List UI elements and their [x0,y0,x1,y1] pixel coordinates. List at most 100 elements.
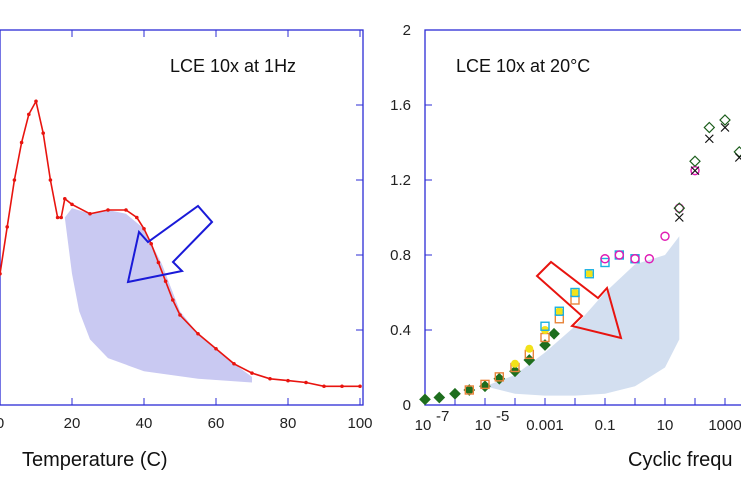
right-data-point [555,307,564,316]
right-data-point [660,231,670,241]
right-x-tick-exponent: -5 [496,408,509,425]
left-data-point [124,208,128,212]
left-data-point [358,384,362,389]
left-data-point [27,112,31,117]
left-x-tick-label: 20 [64,415,81,432]
left-data-point [156,260,161,265]
right-data-point [464,385,475,395]
right-plot-frame [424,29,741,406]
blue-arrow-icon [126,204,214,284]
left-plot-frame [0,29,364,406]
left-data-point [196,331,200,336]
left-x-tick-label: 60 [208,415,225,432]
left-data-point [214,346,218,351]
right-data-point [449,387,461,400]
right-data-point [674,213,684,222]
right-data-point [540,321,550,331]
left-tick-marks [0,30,363,405]
right-y-tick-label: 0 [403,397,411,414]
right-data-point [674,203,685,213]
left-data-point [268,376,272,381]
left-x-tick-labels: 0 20 40 60 80 100 [0,415,373,432]
left-x-tick-label: 100 [347,415,372,432]
right-y-tick-label: 0.8 [390,247,411,264]
left-data-point [0,271,2,276]
right-data-point [600,257,610,268]
left-data-point [55,215,60,220]
right-x-tick-label: 10 [657,417,674,434]
right-data-point [419,393,431,406]
right-x-tick-exponent: -7 [436,408,449,425]
right-data-point [644,254,655,264]
right-x-tick-label: 1000 [708,417,741,434]
left-data-point [232,361,236,366]
right-data-point [614,250,625,260]
left-data-point [304,380,308,385]
left-data-point [250,371,254,375]
left-data-point [63,196,67,201]
right-y-tick-label: 2 [403,22,411,39]
left-panel-title: LCE 10x at 1Hz [170,56,296,76]
left-x-tick-label: 80 [280,415,297,432]
left-shaded-region [64,208,252,383]
right-panel-title: LCE 10x at 20°C [456,56,590,76]
left-data-point [286,378,290,383]
left-data-point [340,384,344,389]
right-data-point [571,288,579,297]
left-data-point [70,202,74,207]
right-data-point [433,391,446,404]
right-y-tick-label: 1.6 [390,97,411,114]
left-x-axis-title: Temperature (C) [22,449,168,471]
right-data-point [720,123,730,132]
right-data-point [554,306,565,316]
right-y-tick-label: 1.2 [390,172,411,189]
red-arrow-icon [535,260,623,340]
left-data-point [171,298,175,302]
left-data-point [19,140,24,145]
right-data-point [600,254,610,264]
right-y-tick-labels: 0 0.4 0.8 1.2 1.6 2 [390,22,411,414]
right-x-tick-label: 0.001 [526,417,564,434]
left-data-point [12,178,17,182]
right-data-point [734,153,741,162]
left-data-point [5,225,9,229]
right-x-tick-label: 10 [415,417,432,434]
left-data-point [106,208,110,212]
right-data-point [585,269,594,278]
right-x-axis-title: Cyclic frequ [628,449,732,471]
left-data-point [88,211,92,216]
left-data-point [149,241,153,246]
right-data-point [719,114,731,126]
left-data-point [135,215,139,220]
right-x-tick-label: 10 [475,417,492,434]
right-data-point [690,166,700,176]
right-x-tick-label: 0.1 [595,417,616,434]
right-x-tick-labels: 10-710-50.001 0.1 10 1000 [415,408,741,434]
left-data-point [163,279,168,284]
right-data-point [511,359,519,368]
right-data-point [703,121,716,134]
left-data-point [48,178,53,182]
right-data-point [525,344,534,353]
right-data-point [570,295,580,305]
left-panel: 0 20 40 60 80 100 LCE 10x at 1Hz Temperature … [0,29,373,471]
right-data-point [630,254,640,264]
left-x-tick-label: 40 [136,415,153,432]
right-data-point [673,202,686,214]
right-shaded-region [485,236,680,396]
left-x-tick-label: 0 [0,415,4,432]
left-data-point [142,226,146,231]
left-data-point [41,131,45,135]
right-data-point [689,155,701,168]
right-data-point [548,327,560,340]
left-data-point [59,215,63,220]
right-data-point [704,134,714,144]
right-y-tick-label: 0.4 [390,322,411,339]
right-data-point [480,379,490,390]
left-curve-markers [0,99,362,389]
right-data-point [584,269,595,279]
left-data-point [322,384,326,389]
right-data-points [419,114,741,406]
right-data-point [554,314,565,324]
